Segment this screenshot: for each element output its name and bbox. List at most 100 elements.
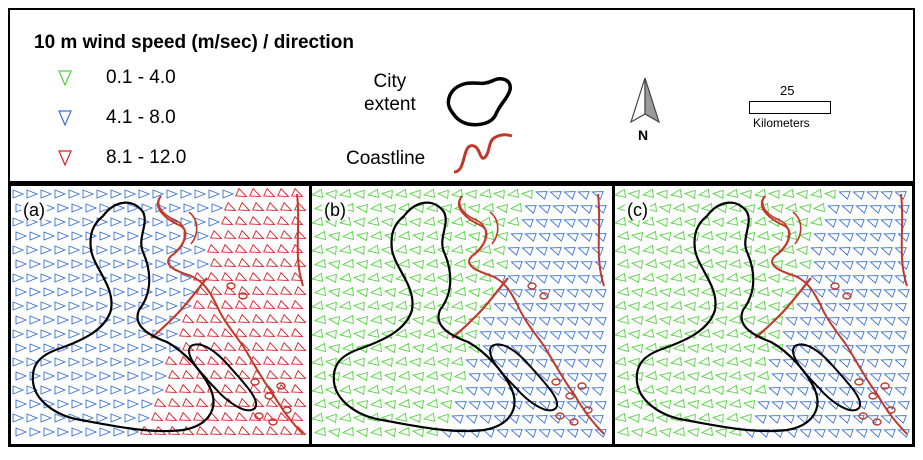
wind-arrow-icon: [209, 229, 223, 240]
wind-arrow-icon: [813, 345, 826, 354]
wind-arrow-icon: [538, 429, 551, 438]
wind-arrow-icon: [753, 328, 767, 338]
wind-arrow-icon: [312, 300, 324, 310]
wind-arrow-icon: [355, 288, 369, 298]
wind-arrow-icon: [824, 219, 837, 228]
wind-arrow-icon: [711, 189, 724, 200]
wind-arrow-icon: [380, 357, 393, 368]
wind-arrow-icon: [566, 233, 579, 242]
wind-arrow-icon: [838, 387, 851, 396]
wind-arrow-icon: [369, 370, 382, 381]
wind-arrow-icon: [279, 313, 293, 324]
wind-arrow-icon: [195, 397, 209, 408]
wind-arrow-icon: [341, 370, 354, 381]
wind-arrow-icon: [54, 217, 67, 227]
wind-arrow-icon: [810, 359, 823, 368]
wind-arrow-icon: [262, 355, 276, 366]
wind-arrow-icon: [510, 289, 523, 298]
wind-arrow-icon: [152, 385, 165, 395]
wind-arrow-icon: [580, 429, 593, 438]
wind-arrow-icon: [383, 204, 397, 214]
wind-arrow-icon: [467, 232, 481, 242]
wind-arrow-icon: [753, 384, 767, 394]
wind-arrow-icon: [781, 244, 795, 254]
wind-arrow-icon: [293, 341, 307, 352]
wind-arrow-icon: [237, 369, 251, 380]
wind-arrow-icon: [521, 415, 534, 424]
wind-arrow-icon: [627, 413, 640, 424]
wind-arrow-icon: [12, 189, 25, 199]
wind-arrow-icon: [672, 342, 685, 353]
wind-arrow-icon: [408, 217, 421, 228]
wind-arrow-icon: [580, 401, 593, 410]
wind-arrow-icon: [422, 272, 436, 282]
wind-arrow-icon: [82, 273, 95, 283]
wind-arrow-icon: [338, 272, 352, 282]
wind-arrow-icon: [352, 245, 365, 256]
wind-arrow-icon: [279, 341, 293, 352]
wind-arrow-icon: [439, 344, 453, 354]
wind-arrow-icon: [397, 258, 410, 269]
wind-arrow-icon: [57, 287, 70, 297]
wind-arrow-icon: [450, 216, 464, 226]
wind-arrow-icon: [795, 245, 808, 256]
wind-arrow-icon: [71, 427, 84, 437]
wind-arrow-icon: [524, 289, 537, 298]
wind-arrow-icon: [714, 344, 728, 354]
wind-arrow-icon: [669, 356, 683, 366]
wind-arrow-icon: [742, 344, 756, 354]
wind-arrow-icon: [756, 342, 769, 353]
wind-arrow-icon: [669, 272, 683, 282]
wind-arrow-icon: [796, 387, 809, 396]
wind-arrow-icon: [700, 230, 713, 241]
wind-arrow-icon: [644, 202, 657, 213]
wind-arrow-icon: [313, 342, 326, 353]
wind-arrow-icon: [313, 258, 326, 269]
wind-arrow-icon: [208, 189, 221, 199]
wind-arrow-icon: [422, 188, 436, 198]
wind-arrow-icon: [714, 400, 728, 410]
wind-arrow-icon: [594, 401, 607, 410]
wind-arrow-icon: [700, 398, 713, 409]
wind-arrow-icon: [313, 398, 326, 409]
wind-arrow-icon: [796, 359, 809, 368]
wind-arrow-icon: [394, 244, 408, 254]
wind-arrow-icon: [68, 245, 81, 255]
wind-arrow-icon: [220, 243, 234, 254]
wind-arrow-icon: [312, 328, 324, 338]
wind-arrow-icon: [742, 316, 756, 326]
legend-class-mid-label: 4.1 - 8.0: [106, 107, 176, 128]
wind-arrow-icon: [644, 370, 657, 381]
wind-arrow-icon: [711, 217, 724, 228]
wind-arrow-icon: [181, 313, 195, 324]
legend-class-low-label: 0.1 - 4.0: [106, 67, 176, 88]
scale-bar-unit: Kilometers: [753, 116, 810, 130]
wind-arrow-icon: [293, 201, 307, 212]
wind-arrow-icon: [767, 245, 780, 256]
wind-arrow-icon: [658, 428, 672, 438]
wind-arrow-icon: [324, 329, 337, 340]
wind-arrow-icon: [697, 272, 711, 282]
wind-arrow-icon: [82, 245, 95, 255]
wind-arrow-icon: [563, 303, 576, 312]
wind-arrow-icon: [313, 370, 326, 381]
wind-arrow-icon: [580, 233, 593, 242]
wind-arrow-icon: [796, 415, 809, 424]
wind-arrow-icon: [167, 425, 181, 436]
wind-arrow-icon: [397, 202, 410, 213]
wind-arrow-icon: [591, 415, 604, 424]
wind-arrow-icon: [383, 428, 397, 438]
wind-arrow-icon: [397, 342, 410, 353]
wind-arrow-icon: [251, 341, 265, 352]
coastline: [457, 195, 605, 435]
wind-arrow-icon: [728, 202, 741, 213]
scale-bar-value: 25: [780, 83, 795, 98]
wind-arrow-icon: [768, 415, 781, 424]
wind-arrow-icon: [324, 273, 337, 284]
wind-arrow-icon: [327, 288, 341, 298]
wind-arrow-icon: [338, 188, 352, 198]
wind-arrow-icon: [71, 371, 84, 381]
wind-arrow-icon: [563, 331, 576, 340]
panel-label: (a): [21, 200, 47, 220]
wind-arrow-icon: [183, 259, 196, 269]
